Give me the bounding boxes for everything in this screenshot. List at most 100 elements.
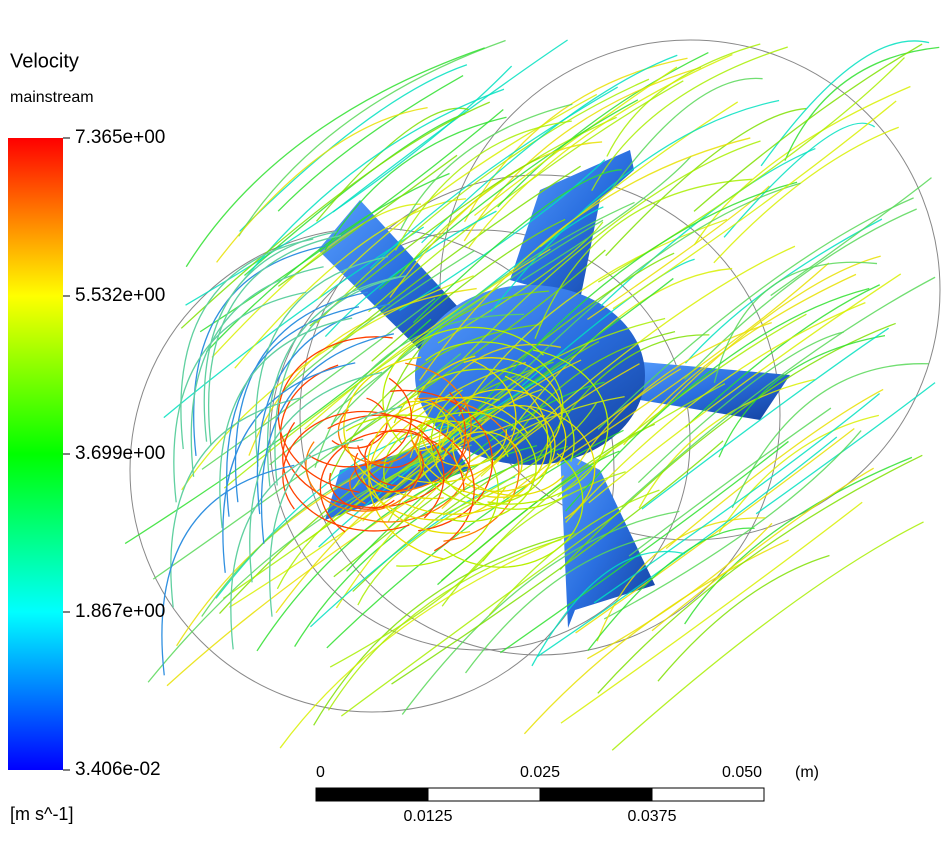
streamline: [419, 137, 751, 381]
streamline: [593, 392, 881, 604]
streamline: [464, 57, 688, 223]
scale-label: 0: [316, 764, 325, 781]
swirl: [329, 472, 395, 510]
scale-unit: (m): [795, 764, 819, 781]
swirl: [319, 430, 465, 533]
streamline: [605, 107, 807, 257]
streamline: [399, 159, 606, 312]
swirl: [393, 368, 575, 462]
streamline: [637, 331, 844, 484]
streamline: [442, 401, 598, 516]
scale-label: 0.025: [520, 764, 560, 781]
streamline: [274, 274, 408, 486]
streamline: [588, 273, 902, 504]
streamline: [612, 100, 897, 310]
streamline: [282, 249, 475, 392]
streamline: [475, 182, 801, 422]
scale-label: 0.0125: [404, 808, 453, 825]
swirl: [307, 377, 413, 468]
streamline: [718, 414, 880, 533]
streamline: [657, 554, 830, 682]
streamline: [371, 218, 566, 362]
streamline: [318, 361, 572, 548]
swirl: [367, 396, 529, 534]
streamline: [651, 467, 874, 632]
streamline: [199, 108, 504, 333]
streamline: [248, 287, 477, 456]
streamline: [317, 93, 598, 300]
streamline: [480, 245, 796, 477]
streamline: [713, 261, 878, 383]
streamline: [340, 510, 622, 717]
streamline: [522, 277, 674, 390]
streamline: [315, 107, 470, 222]
streamline: [260, 333, 394, 544]
scale-label: 0.050: [722, 764, 762, 781]
streamline: [521, 155, 692, 281]
streamline: [597, 454, 923, 694]
streamline: [587, 522, 773, 660]
streamline: [201, 297, 436, 470]
legend-unit: [m s^-1]: [10, 804, 73, 824]
scale-segment: [315, 787, 429, 802]
streamline: [755, 382, 936, 515]
scale-segment: [427, 787, 541, 802]
streamline: [238, 39, 506, 237]
streamline: [378, 99, 639, 290]
streamline: [531, 550, 686, 667]
scale-segment: [651, 787, 765, 802]
swirl: [430, 389, 568, 510]
streamline: [458, 218, 728, 417]
streamline: [256, 303, 390, 515]
streamline: [462, 140, 761, 360]
streamline: [216, 106, 428, 263]
streamline: [324, 116, 507, 251]
streamline: [437, 221, 604, 344]
streamline: [266, 275, 401, 487]
swirl: [282, 422, 410, 532]
streamline: [467, 53, 733, 249]
streamline: [587, 527, 755, 652]
swirl: [435, 404, 596, 519]
streamline: [316, 78, 650, 324]
streamline: [577, 322, 772, 466]
streamline: [180, 238, 314, 450]
streamline: [181, 275, 474, 491]
streamline: [275, 415, 545, 614]
streamline: [211, 203, 421, 358]
swirl: [402, 375, 549, 515]
streamline: [279, 533, 573, 749]
streamline: [193, 245, 327, 456]
streamline: [606, 43, 761, 157]
streamline: [718, 334, 886, 458]
swirl: [343, 356, 444, 500]
streamline: [421, 54, 678, 244]
streamline: [163, 226, 424, 419]
streamline: [226, 306, 360, 517]
streamline: [277, 74, 464, 212]
swirl: [420, 426, 507, 467]
streamline: [591, 46, 788, 192]
streamline: [565, 287, 870, 512]
streamline: [611, 77, 763, 190]
streamline: [269, 406, 403, 617]
streamline: [684, 456, 913, 625]
streamline: [559, 322, 896, 571]
streamline: [304, 248, 551, 430]
streamline: [185, 65, 513, 306]
streamline: [242, 88, 505, 281]
streamline: [332, 165, 581, 349]
streamline: [357, 471, 540, 606]
streamline: [185, 47, 485, 268]
streamline: [587, 185, 770, 320]
swirl: [357, 445, 422, 469]
streamline: [684, 208, 917, 380]
streamline: [596, 517, 766, 642]
streamline: [230, 438, 364, 650]
swirl: [425, 341, 564, 429]
streamline: [391, 440, 724, 685]
swirl: [277, 336, 393, 493]
streamline: [239, 64, 468, 232]
